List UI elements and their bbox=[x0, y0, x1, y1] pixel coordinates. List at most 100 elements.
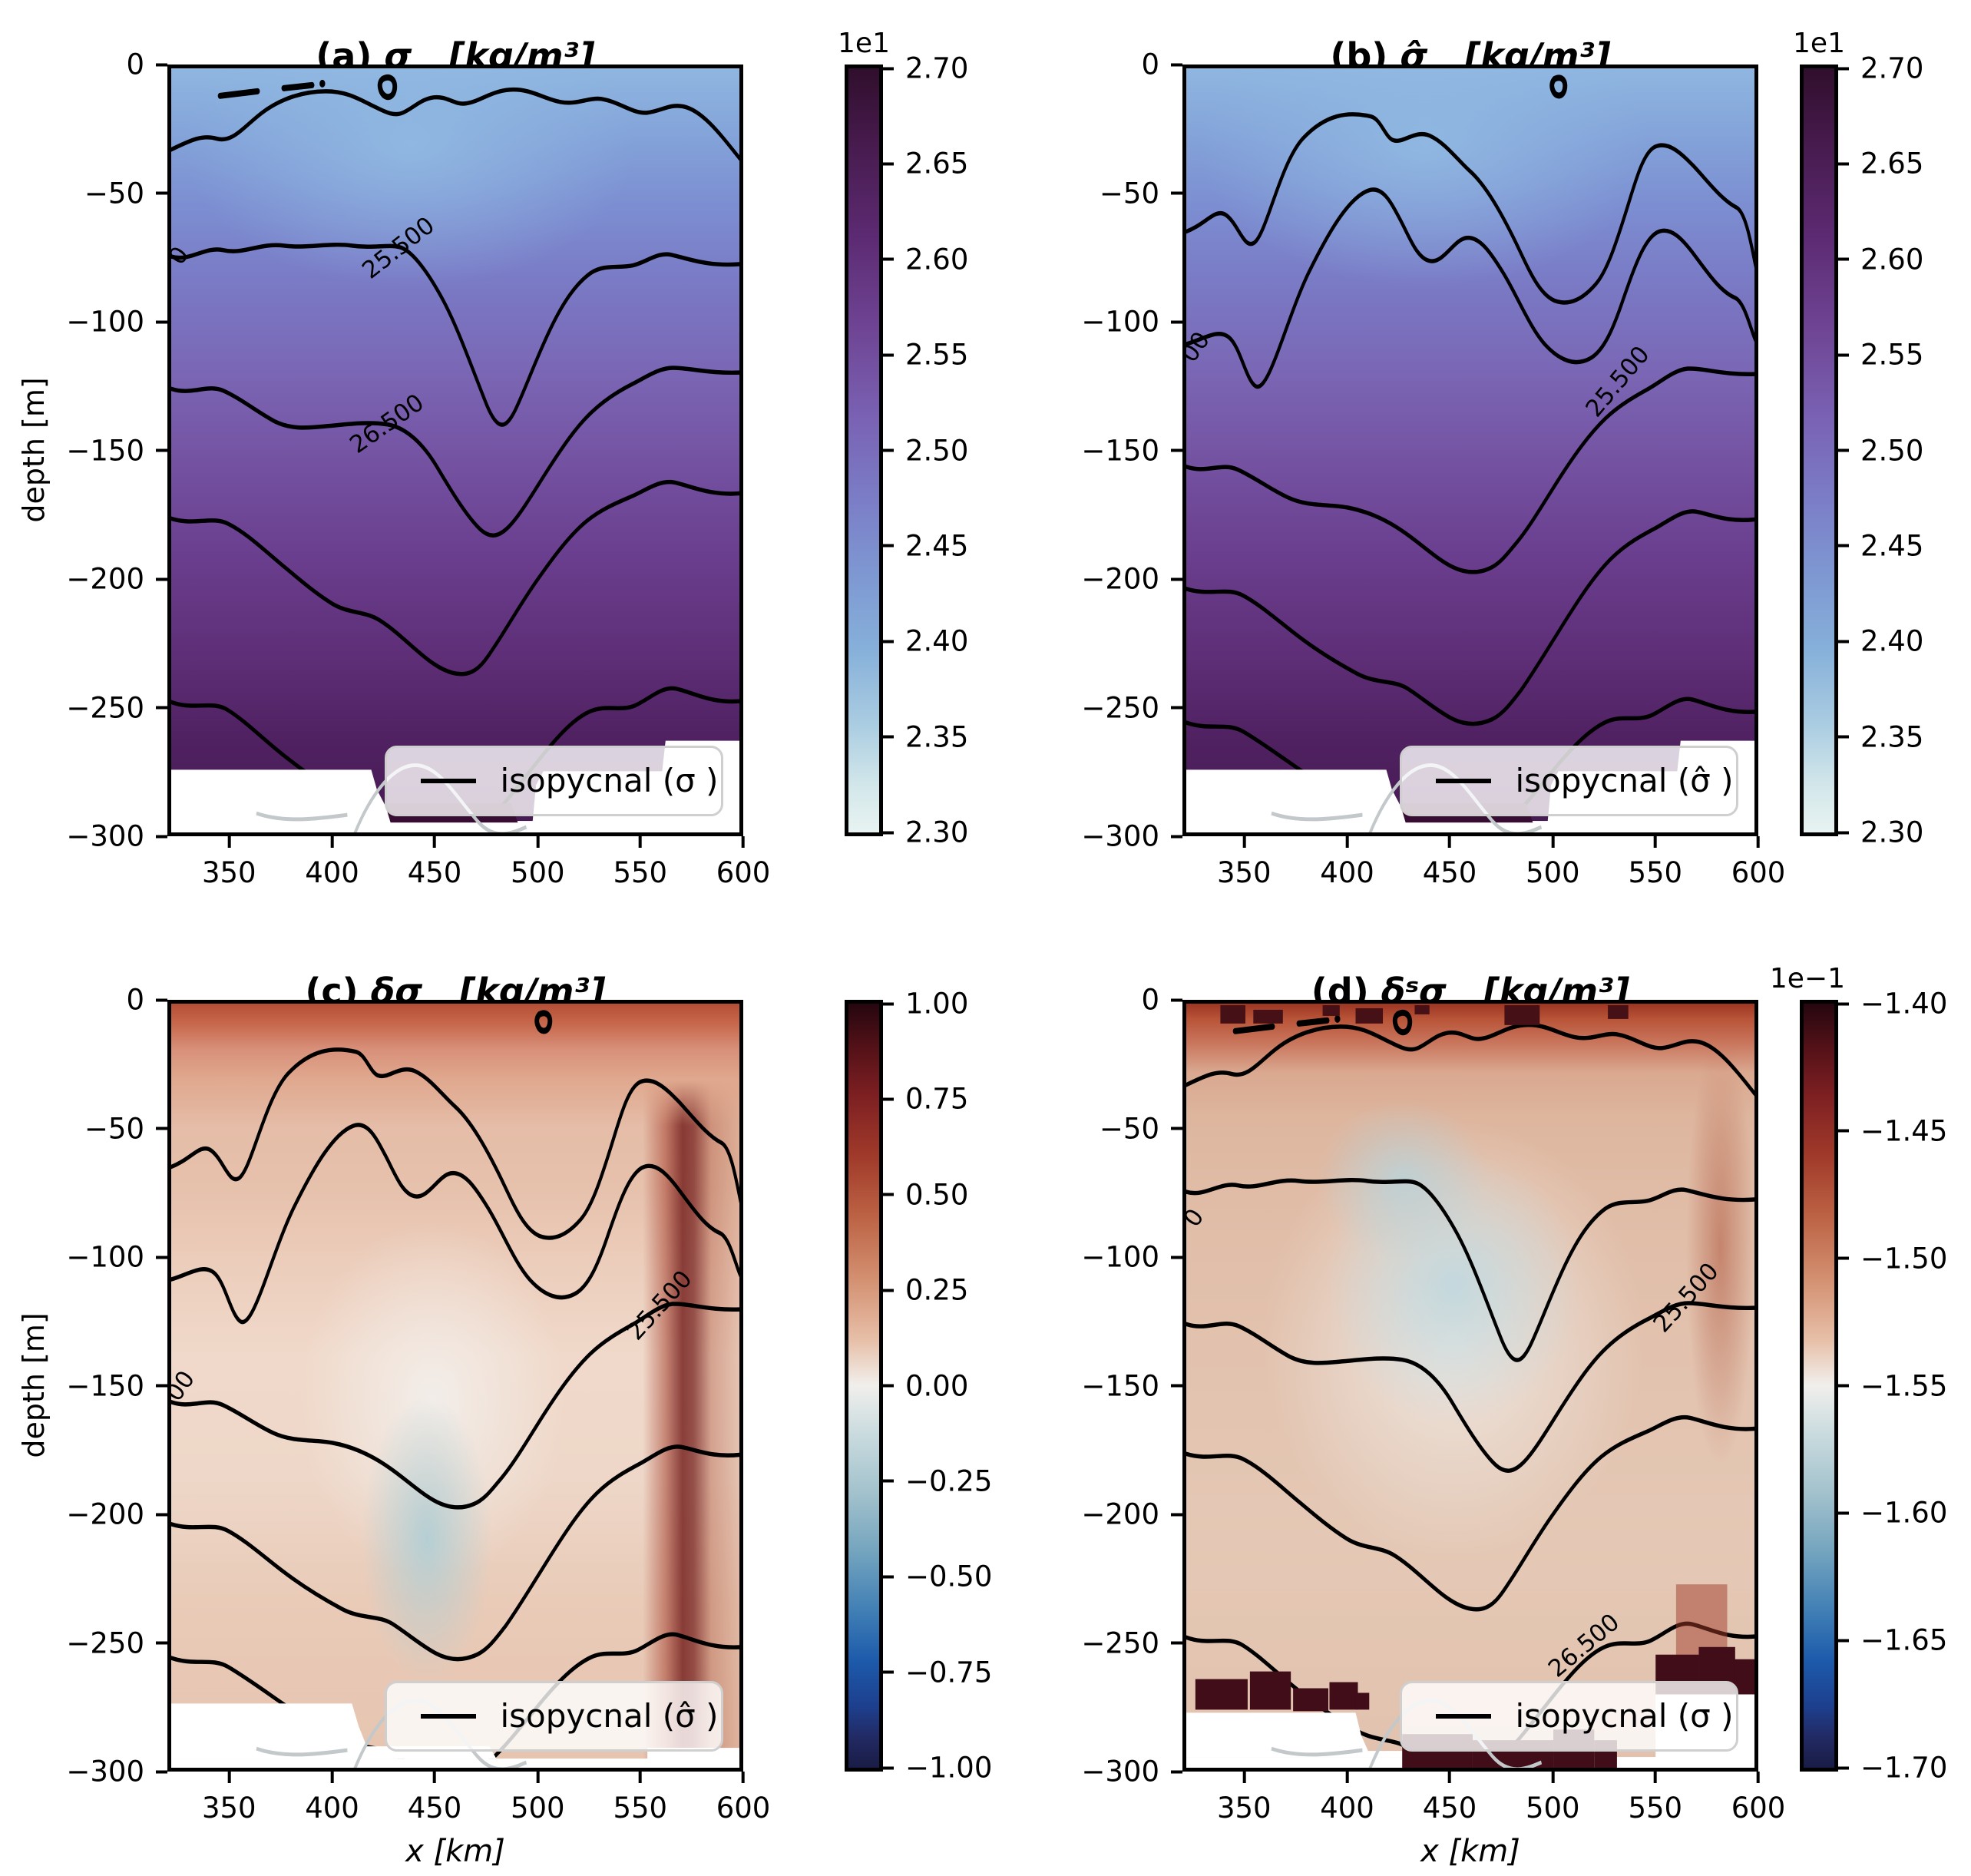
tick-label: −150 bbox=[66, 1369, 167, 1402]
contour-labels: 25.500 26.500 0 bbox=[1186, 1004, 1754, 1768]
legend-label: isopycnal (σ ) bbox=[500, 762, 719, 800]
tick-label: 0 bbox=[1141, 984, 1182, 1017]
tick-label: −1.60 bbox=[1834, 1497, 1947, 1530]
tick-label: −150 bbox=[66, 434, 167, 467]
panel-c: (c) δσ [kg/m³] 25.500 00 isopycnal (σ̂ ) … bbox=[66, 971, 770, 1869]
panel-b: (b) σ̂ [kg/m³] 25.500 00 isopycnal (σ̂ ) … bbox=[1081, 35, 1785, 889]
tick-label: 2.55 bbox=[879, 339, 968, 372]
tick-label: 400 bbox=[1320, 836, 1374, 889]
panel-b-plot-area: 25.500 00 isopycnal (σ̂ ) bbox=[1182, 65, 1758, 836]
tick-label: −1.70 bbox=[1834, 1752, 1947, 1785]
tick-label: 400 bbox=[305, 1772, 359, 1825]
tick-label: 2.65 bbox=[1834, 147, 1923, 180]
contour-labels: 25.500 26.500 0 bbox=[171, 68, 739, 832]
contour-inline-label: 0 bbox=[167, 241, 195, 270]
density-field-sigma-hat bbox=[1186, 68, 1754, 832]
colorbar-b-offset: 1e1 bbox=[1793, 28, 1845, 59]
x-axis-label: x [km] bbox=[1420, 1834, 1520, 1869]
tick-label: −200 bbox=[1081, 1498, 1182, 1531]
tick-label: −200 bbox=[1081, 563, 1182, 596]
colorbar-gradient-dense bbox=[1804, 68, 1834, 832]
x-axis-ticks: 350 400 450 500 550 600 bbox=[1182, 1772, 1785, 1838]
tick-label: 2.60 bbox=[1834, 243, 1923, 276]
panel-a-plot-area: 25.500 26.500 0 isopycnal (σ ) bbox=[167, 65, 743, 836]
systematic-offset-field bbox=[1186, 1004, 1754, 1768]
tick-label: 0.00 bbox=[879, 1369, 968, 1402]
x-axis-ticks: 350 400 450 500 550 600 bbox=[1182, 836, 1785, 902]
tick-label: 600 bbox=[1731, 1772, 1786, 1825]
tick-label: 0 bbox=[126, 984, 167, 1017]
tick-label: 2.65 bbox=[879, 147, 968, 180]
tick-label: −100 bbox=[66, 306, 167, 339]
tick-label: 550 bbox=[1628, 836, 1682, 889]
colorbar-d-ticks: −1.40 −1.45 −1.50 −1.55 −1.60 −1.65 −1.70 bbox=[1834, 988, 1971, 1785]
tick-label: −1.45 bbox=[1834, 1114, 1947, 1147]
tick-label: −150 bbox=[1081, 434, 1182, 467]
tick-label: −0.25 bbox=[879, 1464, 992, 1497]
tick-label: 0 bbox=[1141, 48, 1182, 81]
tick-label: −100 bbox=[1081, 306, 1182, 339]
tick-label: −200 bbox=[66, 1498, 167, 1531]
tick-label: 450 bbox=[408, 836, 462, 889]
colorbar-gradient-balance bbox=[1804, 1004, 1834, 1768]
tick-label: 500 bbox=[1526, 836, 1580, 889]
x-axis-ticks: 350 400 450 500 550 600 bbox=[167, 1772, 770, 1838]
contour-inline-label: 25.500 bbox=[621, 1265, 699, 1346]
colorbar-d: −1.40 −1.45 −1.50 −1.55 −1.60 −1.65 −1.70 1e−1 bbox=[1770, 963, 1948, 1785]
tick-label: 500 bbox=[1526, 1772, 1580, 1825]
tick-label: −1.40 bbox=[1834, 988, 1947, 1021]
colorbar-a-ticks: 2.70 2.65 2.60 2.55 2.50 2.45 2.40 2.35 2.30 bbox=[879, 52, 1017, 849]
x-axis-label: x [km] bbox=[405, 1834, 505, 1869]
panel-c-plot-area: 25.500 00 isopycnal (σ̂ ) bbox=[167, 1000, 743, 1772]
tick-label: 2.45 bbox=[1834, 529, 1923, 562]
tick-label: −300 bbox=[66, 820, 167, 853]
tick-label: 2.60 bbox=[879, 243, 968, 276]
colorbar-a-offset: 1e1 bbox=[838, 28, 890, 59]
legend-line-sample bbox=[420, 778, 476, 783]
tick-label: 2.50 bbox=[1834, 434, 1923, 467]
legend-label: isopycnal (σ̂ ) bbox=[500, 1697, 719, 1735]
tick-label: −50 bbox=[84, 177, 167, 210]
legend-label: isopycnal (σ ) bbox=[1515, 1697, 1734, 1735]
tick-label: 0 bbox=[126, 48, 167, 81]
tick-label: −250 bbox=[66, 691, 167, 724]
tick-label: −250 bbox=[1081, 691, 1182, 724]
tick-label: −1.00 bbox=[879, 1752, 992, 1785]
tick-label: 2.50 bbox=[879, 434, 968, 467]
tick-label: 2.30 bbox=[879, 816, 968, 849]
tick-label: 1.00 bbox=[879, 988, 968, 1021]
tick-label: 2.35 bbox=[1834, 720, 1923, 753]
tick-label: 350 bbox=[202, 836, 256, 889]
density-field-sigma bbox=[171, 68, 739, 832]
contour-labels: 25.500 00 bbox=[171, 1004, 739, 1768]
tick-label: 2.30 bbox=[1834, 816, 1923, 849]
tick-label: −300 bbox=[1081, 1755, 1182, 1788]
tick-label: −1.50 bbox=[1834, 1242, 1947, 1275]
colorbar-gradient-balance bbox=[848, 1004, 879, 1768]
tick-label: 600 bbox=[716, 1772, 771, 1825]
tick-label: −300 bbox=[1081, 820, 1182, 853]
tick-label: −0.75 bbox=[879, 1656, 992, 1689]
y-axis-ticks: 0 −50 −100 −150 −200 −250 −300 bbox=[1052, 984, 1182, 1788]
contour-inline-label: 26.500 bbox=[1543, 1608, 1625, 1683]
colorbar-b-ticks: 2.70 2.65 2.60 2.55 2.50 2.45 2.40 2.35 2.30 bbox=[1834, 52, 1971, 849]
tick-label: 600 bbox=[716, 836, 771, 889]
contour-inline-label: 00 bbox=[1182, 326, 1215, 368]
tick-label: −50 bbox=[1100, 177, 1182, 210]
contour-inline-label: 00 bbox=[167, 1365, 200, 1406]
colorbar-a: 2.70 2.65 2.60 2.55 2.50 2.45 2.40 2.35 2.30 1e1 bbox=[838, 28, 968, 849]
tick-label: −300 bbox=[66, 1755, 167, 1788]
y-axis-ticks: 0 −50 −100 −150 −200 −250 −300 bbox=[37, 48, 167, 853]
legend-c: isopycnal (σ̂ ) bbox=[384, 1680, 723, 1752]
colorbar-b: 2.70 2.65 2.60 2.55 2.50 2.45 2.40 2.35 2.30 1e1 bbox=[1793, 28, 1923, 849]
tick-label: −250 bbox=[1081, 1626, 1182, 1659]
tick-label: 550 bbox=[613, 1772, 667, 1825]
y-axis-label-top: depth [m] bbox=[17, 377, 51, 523]
tick-label: −0.50 bbox=[879, 1560, 992, 1593]
tick-label: −150 bbox=[1081, 1369, 1182, 1402]
tick-label: 550 bbox=[1628, 1772, 1682, 1825]
tick-label: 350 bbox=[202, 1772, 256, 1825]
panel-a: (a) σ [kg/m³] 25.500 26.500 0 isopycnal (σ… bbox=[66, 35, 770, 889]
y-axis-ticks: 0 −50 −100 −150 −200 −250 −300 bbox=[1052, 48, 1182, 853]
